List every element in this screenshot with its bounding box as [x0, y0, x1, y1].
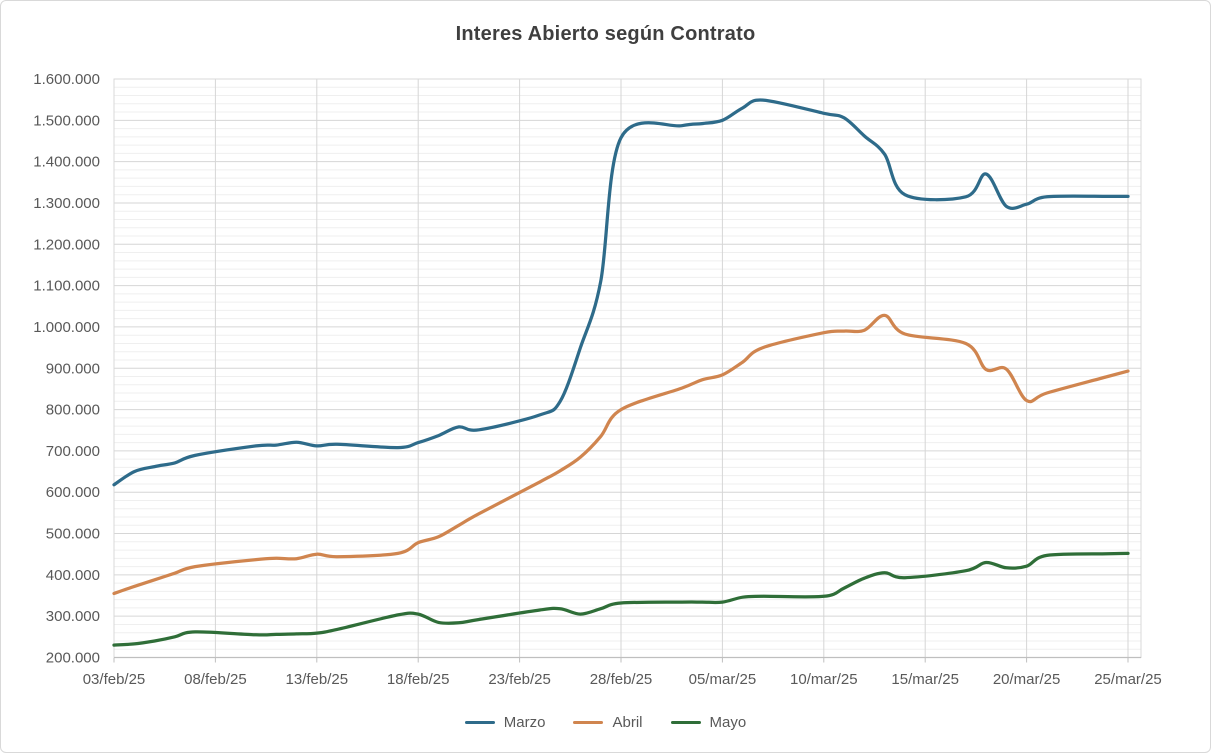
- x-axis-label: 25/mar/25: [1094, 671, 1162, 688]
- legend-item-abril: Abril: [573, 714, 643, 731]
- x-axis-label: 08/feb/25: [184, 671, 247, 688]
- y-axis-label: 1.600.000: [33, 71, 100, 88]
- legend: Marzo Abril Mayo: [1, 714, 1210, 731]
- y-axis-label: 1.100.000: [33, 278, 100, 295]
- series-line-marzo: [112, 98, 1130, 487]
- y-axis-label: 700.000: [46, 443, 100, 460]
- x-axis-label: 18/feb/25: [387, 671, 450, 688]
- y-gridlines-minor: [114, 86, 1141, 650]
- y-axis-label: 500.000: [46, 526, 100, 543]
- legend-label: Mayo: [709, 714, 747, 731]
- legend-label: Marzo: [503, 714, 546, 731]
- x-axis-tick-marks: [113, 657, 1129, 663]
- x-axis-label: 28/feb/25: [590, 671, 653, 688]
- legend-swatch-abril: [573, 720, 604, 725]
- y-axis-label: 300.000: [46, 608, 100, 625]
- x-axis-label: 03/feb/25: [83, 671, 146, 688]
- x-axis-label: 23/feb/25: [488, 671, 551, 688]
- y-axis-label: 900.000: [46, 360, 100, 377]
- x-axis-label: 20/mar/25: [993, 671, 1061, 688]
- y-axis-label: 1.200.000: [33, 236, 100, 253]
- y-axis-label: 200.000: [46, 650, 100, 667]
- x-axis-label: 13/feb/25: [286, 671, 349, 688]
- x-axis-labels: 03/feb/25 08/feb/25 13/feb/25 18/feb/25 23/f…: [83, 671, 1162, 688]
- y-axis-label: 1.300.000: [33, 195, 100, 212]
- y-axis-label: 1.400.000: [33, 154, 100, 171]
- y-axis-label: 1.000.000: [33, 319, 100, 336]
- y-axis-label: 1.500.000: [33, 112, 100, 129]
- legend-item-mayo: Mayo: [670, 714, 747, 731]
- x-axis-label: 15/mar/25: [891, 671, 959, 688]
- series-line-mayo: [112, 551, 1130, 647]
- x-axis-label: 05/mar/25: [689, 671, 757, 688]
- legend-swatch-mayo: [670, 720, 701, 725]
- x-axis-label: 10/mar/25: [790, 671, 858, 688]
- legend-item-marzo: Marzo: [464, 714, 546, 731]
- x-gridlines: [113, 79, 1129, 658]
- chart-title: Interes Abierto según Contrato: [455, 23, 756, 45]
- legend-label: Abril: [612, 714, 643, 731]
- series-line-abril: [112, 313, 1130, 596]
- y-axis-label: 800.000: [46, 402, 100, 419]
- y-axis-label: 400.000: [46, 567, 100, 584]
- legend-swatch-marzo: [464, 720, 495, 725]
- y-axis-label: 600.000: [46, 484, 100, 501]
- y-axis-labels: 1.600.000 1.500.000 1.400.000 1.300.000 1.20…: [33, 71, 100, 667]
